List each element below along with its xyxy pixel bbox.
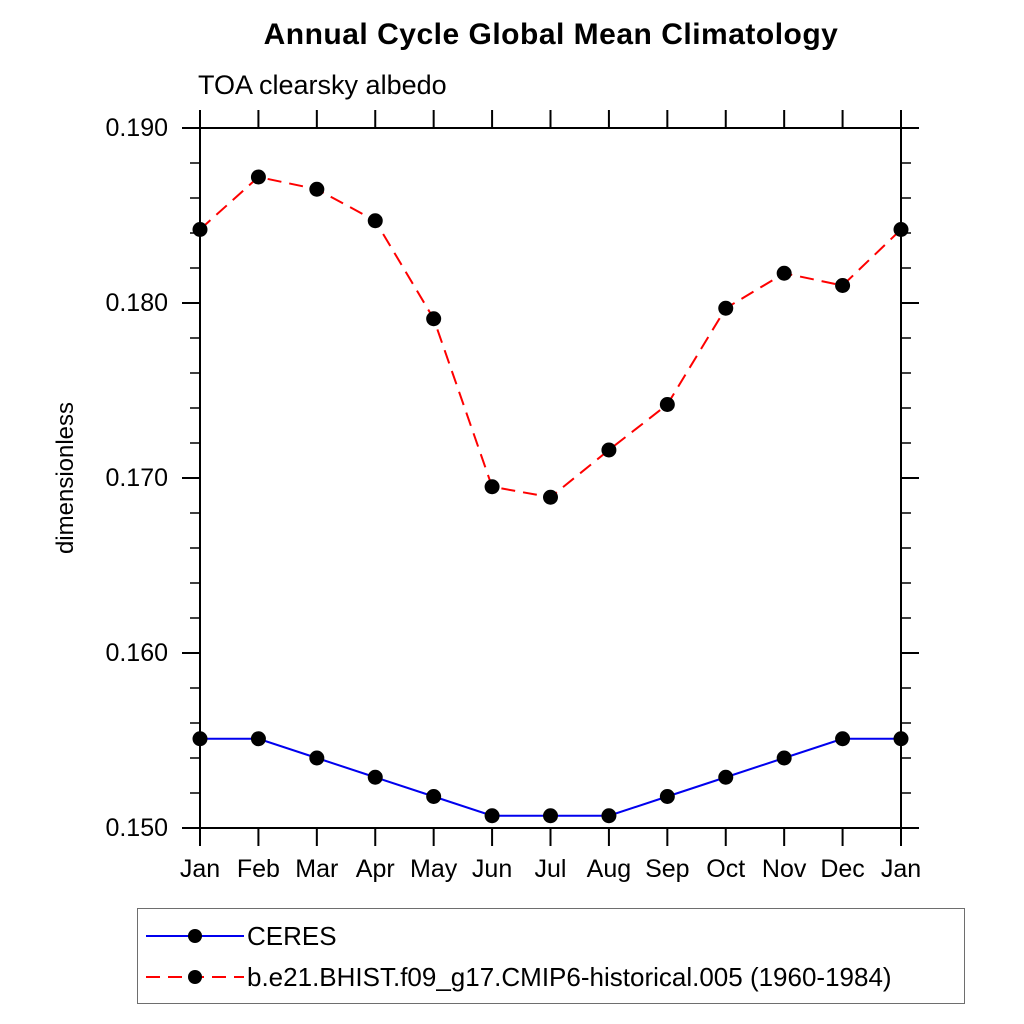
legend-marker-icon xyxy=(188,928,202,943)
series-1-marker xyxy=(718,300,734,316)
plot-frame xyxy=(199,127,902,829)
series-1-marker xyxy=(893,222,909,237)
series-1-marker xyxy=(367,213,383,229)
series-0-marker xyxy=(543,808,558,824)
series-1-marker xyxy=(659,397,675,412)
series-0-marker xyxy=(835,731,851,747)
legend-line-sample-dashed xyxy=(146,969,244,984)
legend-item-model: b.e21.BHIST.f09_g17.CMIP6-historical.005… xyxy=(143,956,964,997)
series-0-marker xyxy=(484,808,500,824)
legend: CERES b.e21.BHIST.f09_g17.CMIP6-historic… xyxy=(137,908,965,1004)
legend-line-sample-solid xyxy=(146,928,244,943)
series-0-marker xyxy=(893,731,909,747)
series-1-marker xyxy=(601,442,617,458)
series-1-marker xyxy=(543,489,558,505)
series-1-marker xyxy=(250,169,266,185)
series-0-marker xyxy=(309,750,325,766)
legend-label-ceres: CERES xyxy=(247,920,337,951)
series-1-marker xyxy=(309,181,325,197)
series-0-marker xyxy=(601,808,617,824)
series-0-marker xyxy=(659,789,675,804)
chart-subtitle: TOA clearsky albedo xyxy=(198,70,447,100)
series-line-0 xyxy=(200,737,901,817)
series-0-marker xyxy=(426,789,442,804)
series-1-marker xyxy=(835,278,851,293)
series-0-marker xyxy=(192,731,208,747)
series-0-marker xyxy=(250,731,266,747)
series-0-marker xyxy=(718,769,734,785)
legend-label-model: b.e21.BHIST.f09_g17.CMIP6-historical.005… xyxy=(247,961,892,992)
series-0-marker xyxy=(776,750,792,766)
series-1-marker xyxy=(192,222,208,237)
chart-title: Annual Cycle Global Mean Climatology xyxy=(263,18,839,51)
legend-item-ceres: CERES xyxy=(143,915,964,956)
series-line-1 xyxy=(199,175,902,499)
series-0-marker xyxy=(367,769,383,785)
legend-marker-icon xyxy=(188,969,202,984)
series-1-marker xyxy=(484,479,500,495)
series-1-marker xyxy=(776,265,792,281)
series-1-marker xyxy=(426,311,442,327)
